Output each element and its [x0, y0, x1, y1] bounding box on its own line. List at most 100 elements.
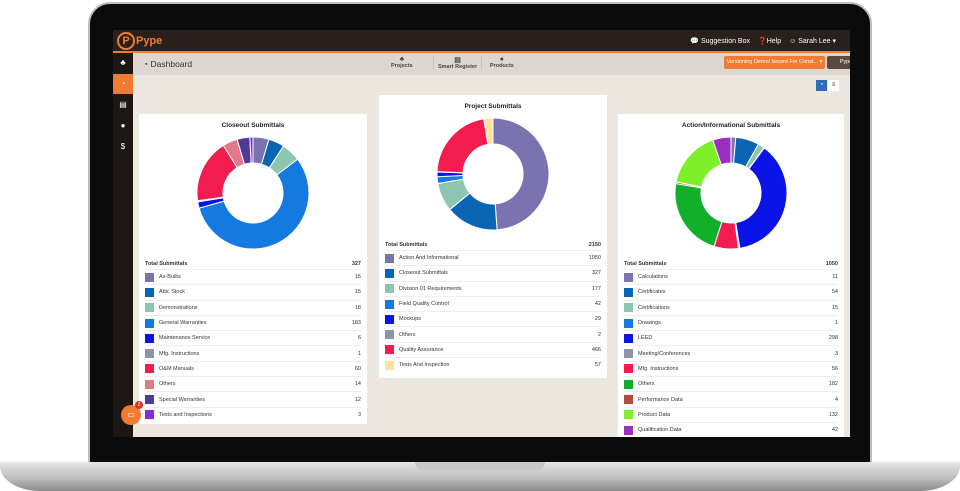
legend-row[interactable]: Mockups 29 — [385, 311, 601, 326]
sidebar-item-billing[interactable]: $ — [120, 142, 126, 151]
color-swatch — [624, 379, 633, 389]
legend-row[interactable]: Drawings 1 — [624, 314, 838, 330]
user-menu[interactable]: ☺ Sarah Lee ▾ — [789, 38, 836, 45]
project-submittals-card: Project Submittals Total Submittals 2150 Ac… — [379, 95, 607, 378]
logo[interactable]: P Pype — [117, 32, 162, 50]
donut-slice-tests-and-inspection[interactable] — [483, 117, 494, 145]
legend-row[interactable]: Special Warranties 12 — [145, 391, 361, 406]
legend-row[interactable]: Closeout Submittals 327 — [385, 265, 601, 280]
color-swatch — [385, 299, 394, 309]
legend-list: Total Submittals 2150 Action And Informati… — [385, 240, 601, 372]
donut-slice-qualification-data[interactable] — [712, 136, 732, 166]
sidebar-item-dashboard[interactable]: ◔ — [113, 74, 133, 94]
pype-button[interactable]: Pype — [827, 56, 850, 69]
color-swatch — [385, 253, 394, 263]
legend-row[interactable]: Action And Informational 1050 — [385, 250, 601, 265]
legend-row[interactable]: Others 182 — [624, 376, 838, 391]
donut-chart — [436, 117, 550, 231]
nav-products[interactable]: ● Products — [490, 56, 514, 69]
donut-slice-others[interactable] — [674, 182, 723, 248]
chart-view-toggle[interactable]: ◔ — [816, 80, 827, 91]
chat-button[interactable]: ▭ — [121, 405, 141, 425]
color-swatch — [145, 272, 154, 282]
color-swatch — [385, 314, 394, 324]
legend-row[interactable]: Mfg. Instructions 56 — [624, 360, 838, 376]
color-swatch — [145, 349, 154, 359]
legend-row[interactable]: Mfg. Instructions 1 — [145, 345, 361, 360]
color-swatch — [145, 287, 154, 297]
legend-row[interactable]: Qualification Data 42 — [624, 421, 838, 437]
color-swatch — [145, 395, 154, 405]
nav-smart-register[interactable]: ▤ Smart Register — [433, 56, 483, 70]
color-swatch — [624, 272, 633, 282]
top-bar: P Pype 💬 Suggestion Box ❓Help ☺ Sarah Lee… — [113, 30, 850, 53]
donut-slice-tests-and-inspections[interactable] — [249, 136, 254, 164]
chart-title: Action/Informational Submittals — [681, 122, 781, 129]
chart-title: Closeout Submittals — [221, 122, 285, 129]
legend-row[interactable]: Meeting/Conferences 3 — [624, 345, 838, 360]
legend-row[interactable]: Product Data 132 — [624, 406, 838, 422]
legend-row[interactable]: Performance Data 4 — [624, 391, 838, 406]
total-row: Total Submittals 2150 — [385, 242, 601, 248]
donut-chart — [196, 136, 310, 250]
color-swatch — [145, 379, 154, 389]
sidebar-item-projects[interactable]: ♣ — [120, 58, 126, 67]
color-swatch — [385, 268, 394, 278]
legend-row[interactable]: Field Quality Control 42 — [385, 295, 601, 311]
legend-row[interactable]: As-Builts 15 — [145, 269, 361, 284]
legend-row[interactable]: Others 14 — [145, 376, 361, 391]
donut-slice-action-and-informational[interactable] — [492, 117, 550, 231]
legend-row[interactable]: Demonstrations 18 — [145, 299, 361, 315]
donut-slice-product-data[interactable] — [675, 139, 722, 188]
donut-slice-leed[interactable] — [735, 147, 788, 249]
suggestion-box-link[interactable]: 💬 Suggestion Box — [690, 38, 750, 45]
version-select[interactable]: Versioning Demo/ Issued For Const... ▾ — [724, 56, 825, 69]
legend-row[interactable]: Certifications 15 — [624, 299, 838, 315]
legend-row[interactable]: Maintenance Service 6 — [145, 330, 361, 345]
color-swatch — [624, 318, 633, 328]
help-link[interactable]: ❓Help — [758, 38, 782, 45]
chart-title: Project Submittals — [464, 103, 522, 110]
legend-row[interactable]: Attic Stock 15 — [145, 284, 361, 299]
donut-chart — [674, 136, 788, 250]
legend-row[interactable]: Calculations 11 — [624, 269, 838, 284]
legend-row[interactable]: General Warranties 183 — [145, 314, 361, 330]
legend-row[interactable]: Quality Assurance 466 — [385, 341, 601, 357]
legend-row[interactable]: Certificates 54 — [624, 284, 838, 299]
laptop-notch — [415, 462, 545, 471]
sitemap-icon: ♣ — [399, 56, 405, 63]
color-swatch — [145, 303, 154, 313]
total-row: Total Submittals 1050 — [624, 261, 838, 267]
donut-slice-quality-assurance[interactable] — [436, 118, 489, 174]
color-swatch — [145, 318, 154, 328]
total-row: Total Submittals 327 — [145, 261, 361, 267]
color-swatch — [145, 410, 154, 420]
list-view-toggle[interactable]: ≡ — [828, 80, 839, 91]
legend-row[interactable]: Others 2 — [385, 326, 601, 341]
sidebar-item-register[interactable]: ▤ — [119, 100, 127, 109]
legend-row[interactable]: Tests and Inspections 3 — [145, 406, 361, 422]
product-icon: ● — [499, 56, 505, 63]
color-swatch — [145, 364, 154, 374]
color-swatch — [624, 364, 633, 374]
page-title: ◔ Dashboard — [143, 59, 193, 69]
legend-row[interactable]: Tests And Inspection 57 — [385, 357, 601, 372]
legend-list: Total Submittals 327 As-Builts 15 Attic Stoc… — [145, 259, 361, 422]
color-swatch — [624, 395, 633, 405]
color-swatch — [385, 345, 394, 355]
legend-row[interactable]: O&M Manuals 60 — [145, 360, 361, 376]
chat-badge: 2 — [135, 401, 143, 409]
color-swatch — [624, 287, 633, 297]
sidebar: ♣ ◔ ▤ ● $ — [113, 53, 133, 437]
donut-slice-general-warranties[interactable] — [198, 158, 310, 250]
document-icon: ▤ — [454, 57, 461, 64]
sidebar-item-products[interactable]: ● — [120, 121, 126, 130]
nav-projects[interactable]: ♣ Projects — [391, 56, 413, 69]
color-swatch — [145, 333, 154, 343]
legend-row[interactable]: Division 01 Requirements 177 — [385, 280, 601, 296]
legend-list: Total Submittals 1050 Calculations 11 Certif… — [624, 259, 838, 437]
color-swatch — [624, 303, 633, 313]
color-swatch — [624, 333, 633, 343]
legend-row[interactable]: LEED 298 — [624, 330, 838, 345]
color-swatch — [385, 284, 394, 294]
